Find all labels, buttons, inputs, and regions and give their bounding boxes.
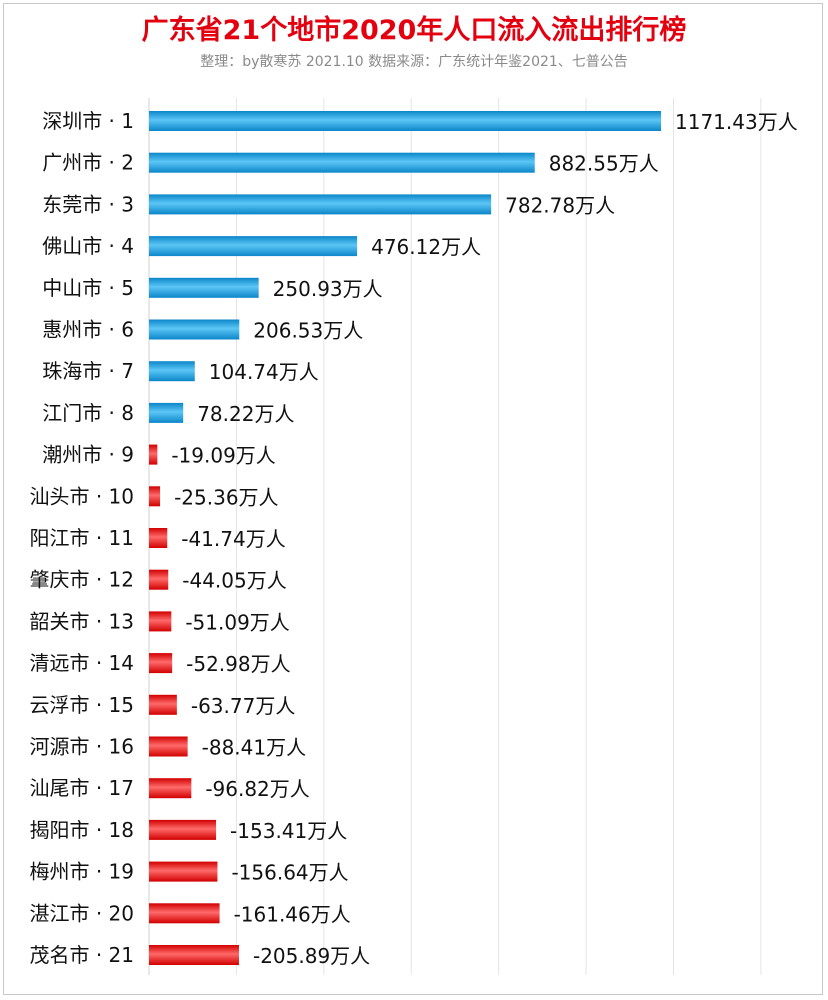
bar-5 xyxy=(149,277,259,298)
value-label: 250.93万人 xyxy=(273,277,383,301)
value-label: -44.05万人 xyxy=(182,569,286,593)
bar-19 xyxy=(149,861,218,882)
category-label: 广州市 · 2 xyxy=(42,151,134,175)
category-label: 梅州市 · 19 xyxy=(29,860,134,884)
category-label: 云浮市 · 15 xyxy=(29,693,134,717)
value-label: 78.22万人 xyxy=(197,402,294,426)
chart-title: 广东省21个地市2020年人口流入流出排行榜 xyxy=(141,15,687,46)
category-label: 茂名市 · 21 xyxy=(29,943,134,967)
value-label: -51.09万人 xyxy=(185,610,289,634)
category-label: 江门市 · 8 xyxy=(42,401,134,425)
bar-2 xyxy=(149,152,535,173)
bar-9 xyxy=(149,444,158,465)
bar-10 xyxy=(149,486,161,507)
value-label: -205.89万人 xyxy=(253,944,370,968)
category-label: 潮州市 · 9 xyxy=(42,443,134,467)
category-label: 汕头市 · 10 xyxy=(29,484,134,508)
category-label: 珠海市 · 7 xyxy=(42,359,134,383)
category-label: 中山市 · 5 xyxy=(42,276,134,300)
value-label: -88.41万人 xyxy=(202,736,306,760)
value-label: -63.77万人 xyxy=(191,694,295,718)
value-label: 1171.43万人 xyxy=(675,110,798,134)
bar-21 xyxy=(149,945,239,965)
bar-20 xyxy=(149,903,220,924)
chart-frame xyxy=(3,3,823,995)
category-label: 肇庆市 · 12 xyxy=(29,568,134,592)
category-label: 汕尾市 · 17 xyxy=(29,776,134,800)
category-labels: 深圳市 · 1 广州市 · 2 东莞市 · 3 佛山市 · 4 中山市 · 5 惠州市 ·… xyxy=(29,109,134,967)
value-label: 104.74万人 xyxy=(209,360,319,384)
bar-1 xyxy=(149,111,661,131)
category-label: 清远市 · 14 xyxy=(29,651,134,675)
bar-3 xyxy=(149,194,492,215)
bar-15 xyxy=(149,694,177,715)
chart-subtitle: 整理：by散寒苏 2021.10 数据来源：广东统计年鉴2021、七普公告 xyxy=(200,54,628,70)
bar-13 xyxy=(149,611,172,632)
category-label: 佛山市 · 4 xyxy=(42,234,134,258)
bar-6 xyxy=(149,319,240,340)
bar-16 xyxy=(149,736,188,757)
bar-18 xyxy=(149,819,217,840)
bar-17 xyxy=(149,778,192,799)
bars xyxy=(149,111,661,965)
bar-8 xyxy=(149,402,184,423)
bar-12 xyxy=(149,569,169,590)
category-label: 阳江市 · 11 xyxy=(29,526,134,550)
value-label: 476.12万人 xyxy=(371,235,481,259)
category-label: 深圳市 · 1 xyxy=(42,109,134,133)
bar-11 xyxy=(149,528,168,548)
value-labels: 1171.43万人 882.55万人 782.78万人 476.12万人 250.93万… xyxy=(171,110,797,968)
category-label: 东莞市 · 3 xyxy=(42,192,134,216)
bar-14 xyxy=(149,653,173,674)
value-label: -153.41万人 xyxy=(230,819,347,843)
category-label: 河源市 · 16 xyxy=(29,735,134,759)
value-label: -19.09万人 xyxy=(171,444,275,468)
bar-4 xyxy=(149,236,358,257)
value-label: -156.64万人 xyxy=(231,861,348,885)
value-label: -25.36万人 xyxy=(174,485,278,509)
bar-7 xyxy=(149,361,195,382)
category-label: 揭阳市 · 18 xyxy=(29,818,134,842)
value-label: 882.55万人 xyxy=(549,152,659,176)
value-label: -41.74万人 xyxy=(181,527,285,551)
category-label: 韶关市 · 13 xyxy=(29,609,134,633)
category-label: 惠州市 · 6 xyxy=(42,318,134,342)
value-label: 782.78万人 xyxy=(505,193,615,217)
value-label: 206.53万人 xyxy=(253,319,363,343)
value-label: -161.46万人 xyxy=(234,902,351,926)
value-label: -52.98万人 xyxy=(186,652,290,676)
category-label: 湛江市 · 20 xyxy=(29,901,134,925)
value-label: -96.82万人 xyxy=(205,777,309,801)
